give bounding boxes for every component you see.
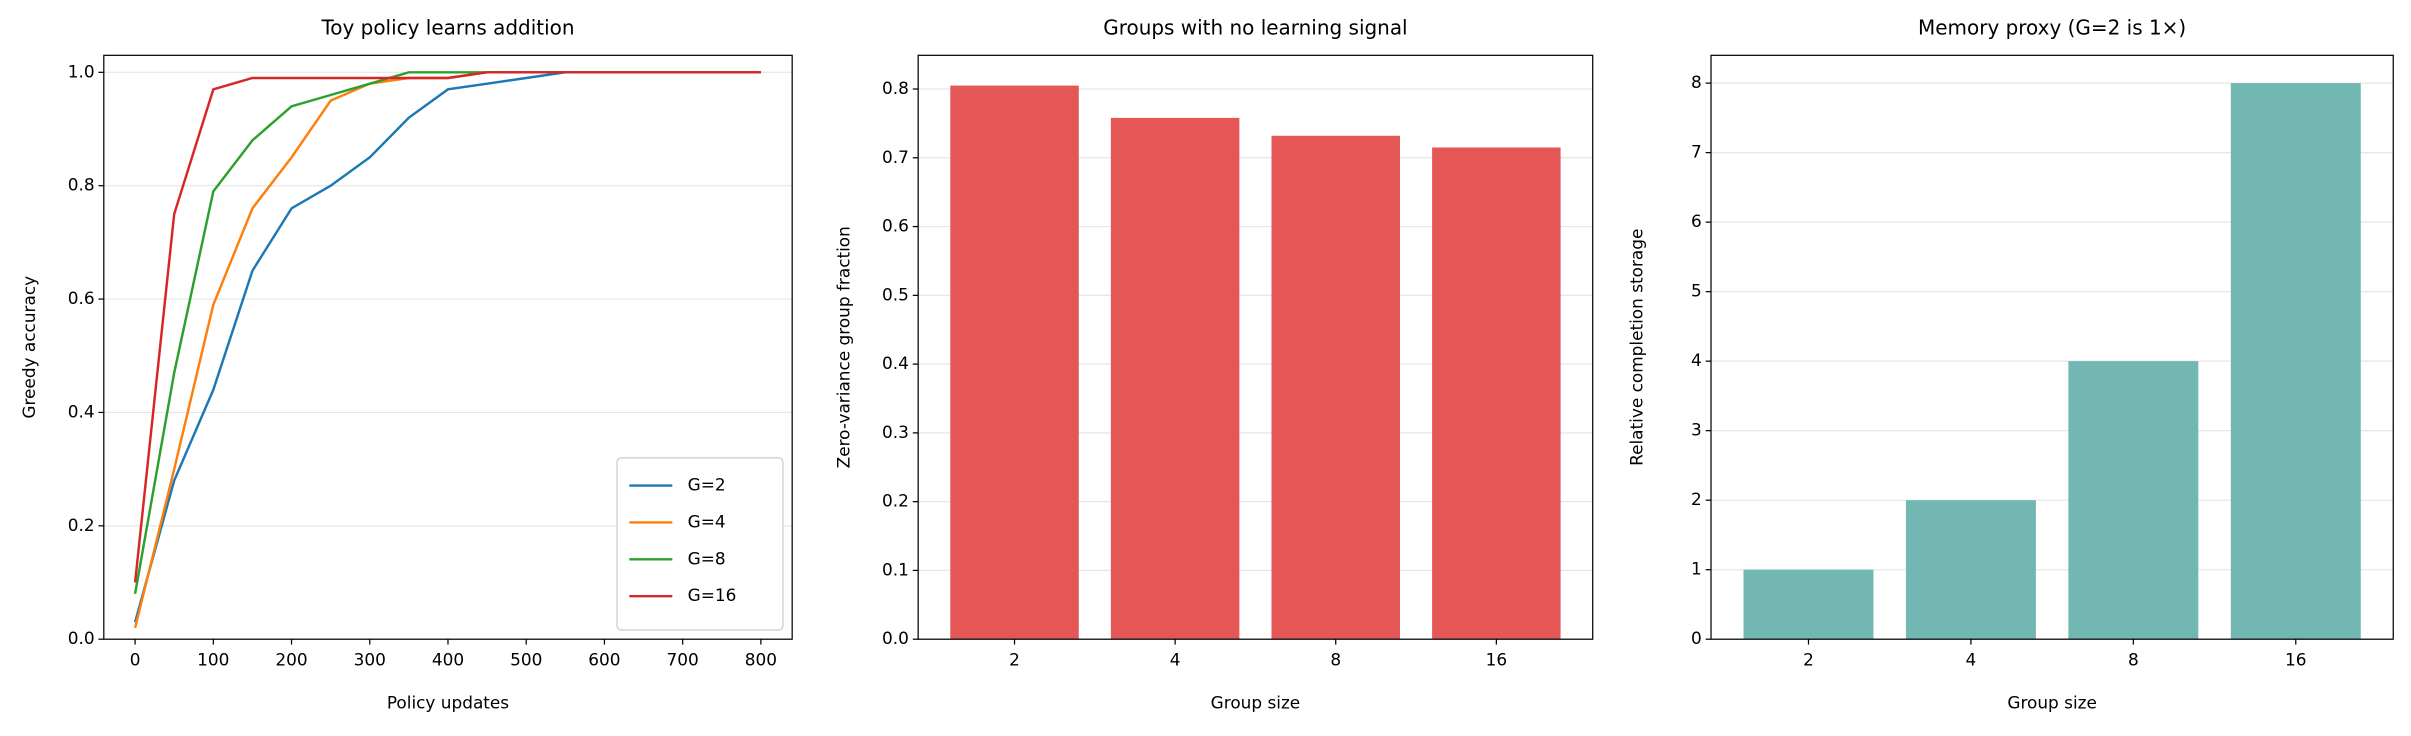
y-tick-label: 0.6 bbox=[68, 288, 95, 308]
axes-frame bbox=[917, 54, 1594, 640]
y-tick-label: 0.1 bbox=[882, 559, 909, 579]
x-tick-label: 8 bbox=[1330, 650, 1341, 670]
x-tick-label: 4 bbox=[1966, 650, 1977, 670]
y-tick-label: 1.0 bbox=[68, 61, 95, 81]
y-tick-label: 1 bbox=[1691, 559, 1702, 579]
x-tick-label: 300 bbox=[354, 650, 386, 670]
y-tick-label: 0.0 bbox=[882, 628, 909, 648]
bar bbox=[1743, 569, 1874, 640]
y-tick-label: 0.6 bbox=[882, 216, 909, 236]
line-series bbox=[133, 71, 761, 583]
legend-label: G=4 bbox=[688, 511, 726, 531]
y-axis-label: Relative completion storage bbox=[1626, 229, 1646, 466]
y-tick-label: 0.2 bbox=[68, 515, 95, 535]
y-tick-label: 2 bbox=[1691, 489, 1702, 509]
legend-label: G=2 bbox=[688, 475, 726, 495]
chart-title: Toy policy learns addition bbox=[320, 16, 574, 40]
axes-frame bbox=[103, 54, 793, 640]
y-tick-label: 4 bbox=[1691, 350, 1702, 370]
panel: Toy policy learns addition Policy updates… bbox=[19, 16, 793, 713]
x-axis-label: Group size bbox=[2007, 693, 2097, 713]
legend-label: G=16 bbox=[688, 585, 737, 605]
y-tick-label: 6 bbox=[1691, 211, 1702, 231]
y-tick-label: 0.2 bbox=[882, 491, 909, 511]
x-tick-label: 0 bbox=[130, 650, 141, 670]
panel: Groups with no learning signal Group size… bbox=[833, 16, 1594, 713]
x-tick-label: 2 bbox=[1803, 650, 1814, 670]
x-tick-label: 2 bbox=[1009, 650, 1020, 670]
x-tick-label: 600 bbox=[588, 650, 620, 670]
bar bbox=[1271, 135, 1400, 640]
x-axis-label: Group size bbox=[1211, 693, 1301, 713]
y-tick-label: 7 bbox=[1691, 142, 1702, 162]
x-tick-label: 8 bbox=[2128, 650, 2139, 670]
x-tick-label: 500 bbox=[510, 650, 542, 670]
x-axis-label: Policy updates bbox=[387, 693, 509, 713]
bar bbox=[2230, 83, 2361, 640]
x-tick-label: 400 bbox=[432, 650, 464, 670]
x-tick-label: 200 bbox=[275, 650, 307, 670]
y-tick-label: 0.8 bbox=[68, 175, 95, 195]
y-tick-label: 0.3 bbox=[882, 422, 909, 442]
y-tick-label: 0 bbox=[1691, 628, 1702, 648]
y-tick-label: 3 bbox=[1691, 420, 1702, 440]
bar bbox=[2068, 361, 2199, 640]
y-tick-label: 0.7 bbox=[882, 147, 909, 167]
legend-box bbox=[616, 457, 784, 631]
legend-label: G=8 bbox=[688, 548, 726, 568]
chart-title: Groups with no learning signal bbox=[1103, 16, 1407, 40]
y-tick-label: 0.8 bbox=[882, 78, 909, 98]
y-tick-label: 8 bbox=[1691, 72, 1702, 92]
y-axis-label: Greedy accuracy bbox=[19, 276, 39, 419]
x-tick-label: 16 bbox=[1486, 650, 1508, 670]
axes-frame bbox=[1710, 54, 2394, 640]
x-tick-label: 700 bbox=[667, 650, 699, 670]
x-tick-label: 800 bbox=[745, 650, 777, 670]
x-tick-label: 16 bbox=[2285, 650, 2307, 670]
y-tick-label: 0.4 bbox=[882, 353, 909, 373]
bar bbox=[1110, 117, 1240, 640]
x-tick-label: 100 bbox=[197, 650, 229, 670]
chart-title: Memory proxy (G=2 is 1×) bbox=[1918, 16, 2186, 40]
y-axis-label: Zero-variance group fraction bbox=[833, 226, 853, 468]
bar bbox=[1905, 500, 2036, 640]
y-tick-label: 0.5 bbox=[882, 284, 909, 304]
x-tick-label: 4 bbox=[1170, 650, 1181, 670]
panel: Memory proxy (G=2 is 1×) Group size Relati… bbox=[1626, 16, 2394, 713]
bar bbox=[1432, 147, 1561, 640]
bar bbox=[950, 85, 1079, 640]
y-tick-label: 5 bbox=[1691, 281, 1702, 301]
y-tick-label: 0.0 bbox=[68, 628, 95, 648]
y-tick-label: 0.4 bbox=[68, 401, 95, 421]
